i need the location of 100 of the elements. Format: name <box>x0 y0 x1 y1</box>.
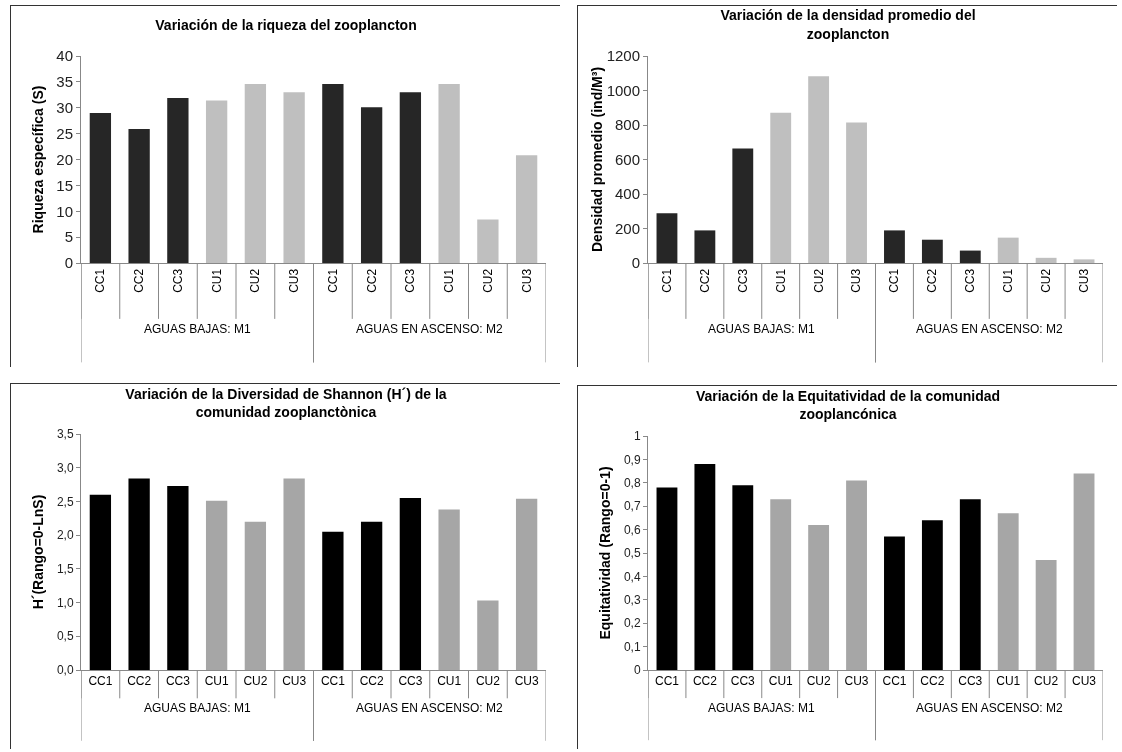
bar <box>477 600 499 670</box>
text: AGUAS BAJAS: M1 <box>144 701 252 715</box>
y-tick-label: 10 <box>56 202 73 220</box>
bar <box>128 478 150 670</box>
bar <box>399 92 422 263</box>
x-tick-label: CU1 <box>209 268 224 293</box>
x-tick-label: CC3 <box>170 268 185 293</box>
bar <box>360 521 383 670</box>
y-tick-label: 35 <box>56 73 73 91</box>
x-tick-label: CC1 <box>320 674 346 689</box>
text: AGUAS EN ASCENSO: M2 <box>356 701 504 715</box>
bar <box>1073 473 1095 670</box>
bar <box>438 83 460 263</box>
bar <box>438 509 460 670</box>
y-tick-label: 5 <box>64 228 73 246</box>
bar <box>515 155 538 263</box>
x-tick-label: CU1 <box>1001 268 1016 293</box>
x-tick-label: CU1 <box>768 674 794 689</box>
y-tick-label: 15 <box>56 176 73 194</box>
x-tick-label: CU2 <box>1039 268 1054 293</box>
y-tick-label: 25 <box>56 124 73 142</box>
bar <box>884 536 905 670</box>
bar <box>694 230 716 263</box>
x-tick-label: CU2 <box>806 674 831 689</box>
y-tick-label: 0 <box>633 663 641 678</box>
x-tick-label: CU3 <box>849 268 864 293</box>
x-tick-label: CC2 <box>692 674 718 689</box>
y-tick-label: 600 <box>614 150 640 168</box>
x-tick-label: CC2 <box>920 674 945 689</box>
bar <box>515 498 538 670</box>
bar <box>732 148 754 263</box>
bar <box>1073 259 1095 263</box>
bar <box>846 122 867 263</box>
bar <box>205 500 228 670</box>
bar <box>808 524 830 670</box>
x-tick-label: CU2 <box>1034 674 1059 689</box>
y-tick-label: 3,0 <box>56 460 74 475</box>
bar <box>283 92 305 263</box>
bar <box>921 239 943 263</box>
bar <box>205 100 228 263</box>
x-tick-label: CU2 <box>475 674 501 689</box>
x-tick-label: CU3 <box>519 268 534 293</box>
x-tick-label: CU3 <box>514 674 539 689</box>
bar <box>959 250 981 263</box>
y-tick-label: 2,5 <box>56 494 74 509</box>
x-tick-label: CU2 <box>811 268 826 293</box>
bar <box>997 237 1019 263</box>
x-tick-label: CC2 <box>364 268 379 293</box>
bar <box>656 487 678 670</box>
bar <box>808 76 830 263</box>
x-tick-label: CU1 <box>996 674 1021 689</box>
x-tick-label: CC2 <box>359 674 384 689</box>
bar <box>959 499 981 670</box>
x-tick-label: CC3 <box>735 268 750 293</box>
y-tick-label: 0,0 <box>56 663 74 678</box>
bar <box>1035 257 1057 263</box>
bar <box>322 531 344 670</box>
x-tick-label: CC1 <box>882 674 907 689</box>
text: AGUAS BAJAS: M1 <box>708 701 816 715</box>
bar <box>997 513 1019 670</box>
y-tick-label: 0,3 <box>623 593 641 607</box>
x-tick-label: CU3 <box>1072 674 1097 689</box>
y-tick-label: 20 <box>56 150 73 168</box>
text: AGUAS EN ASCENSO: M2 <box>916 701 1064 715</box>
x-tick-label: CU1 <box>442 268 457 293</box>
x-tick-label: CC1 <box>887 268 902 293</box>
bar <box>89 494 112 670</box>
x-tick-label: CC3 <box>958 674 983 689</box>
y-tick-label: 1,0 <box>56 595 74 610</box>
bar <box>846 480 867 670</box>
x-tick-label: CC3 <box>403 268 418 293</box>
y-tick-label: 2,0 <box>56 528 74 543</box>
y-axis-title: Densidad promedio (ind/M³) <box>588 66 605 253</box>
x-tick-label: CC1 <box>659 268 674 293</box>
x-tick-label: CC1 <box>88 674 113 689</box>
x-tick-label: CU3 <box>282 674 307 689</box>
chart-title: Variación de la densidad promedio del zooplancton <box>720 7 976 42</box>
bar <box>770 499 792 670</box>
text: AGUAS EN ASCENSO: M2 <box>356 322 504 336</box>
bar <box>694 464 716 670</box>
y-tick-label: 0,8 <box>623 476 641 490</box>
y-tick-label: 1,5 <box>56 562 74 577</box>
chart-title: Variación de la Equitatividad de la comunidad zooplancónica <box>695 387 1001 422</box>
chart-title: Variación de la Diversidad de Shannon (H´) de la comunidad zooplanctònica <box>125 385 447 420</box>
x-tick-label: CC1 <box>325 268 340 293</box>
y-tick-label: 0,4 <box>623 569 641 584</box>
y-tick-label: 800 <box>614 116 640 134</box>
chart-title: Variación de la riqueza del zooplancton <box>155 17 417 34</box>
x-tick-label: CU1 <box>773 268 788 293</box>
y-axis-title: Equitatividad (Rango=0-1) <box>597 466 613 640</box>
y-tick-label: 0,5 <box>56 629 74 644</box>
bar <box>128 128 150 263</box>
x-tick-label: CU2 <box>248 268 263 293</box>
text: AGUAS BAJAS: M1 <box>144 322 252 336</box>
x-tick-label: CC3 <box>165 674 191 689</box>
bar <box>732 485 754 670</box>
bar <box>322 83 344 263</box>
x-tick-label: CC1 <box>93 268 108 293</box>
x-tick-label: CC2 <box>132 268 147 293</box>
x-tick-label: CC2 <box>925 268 940 293</box>
